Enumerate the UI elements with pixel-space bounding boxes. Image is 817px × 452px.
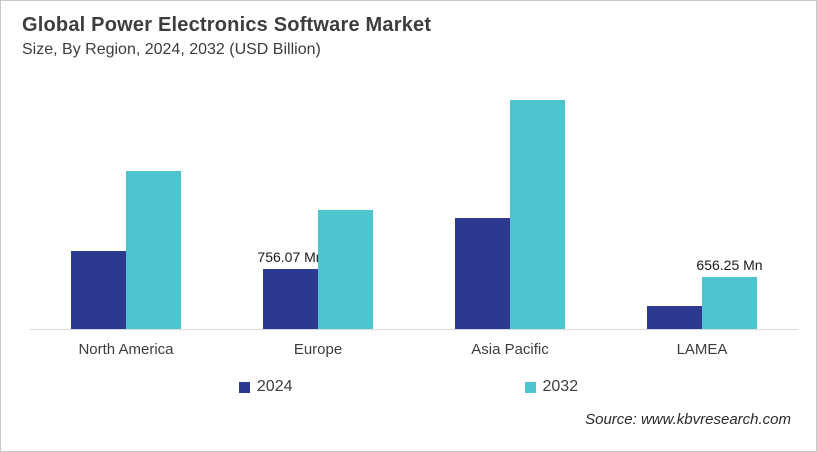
barwrap-2024-asia-pacific [455,218,510,329]
x-axis-label-europe: Europe [293,341,343,358]
legend-swatch-2024 [238,381,250,393]
x-axis-label-asia-pacific: Asia Pacific [471,341,549,358]
legend-label-2024: 2024 [256,378,293,395]
barwrap-2024-north-america [71,251,126,329]
bar-2032-europe [318,210,373,329]
bar-group-lamea: 656.25 Mn [606,86,798,329]
bar-2032-lamea [702,277,757,329]
legend-swatch-2032 [524,381,536,393]
bar-2032-north-america [126,171,181,329]
barwrap-2024-europe: 756.07 Mn [257,249,324,329]
barwrap-2032-lamea: 656.25 Mn [696,257,763,329]
bar-2024-europe [263,269,318,329]
bar-2024-north-america [71,251,126,329]
legend-label-2032: 2032 [542,378,579,395]
bar-2032-asia-pacific [510,100,565,329]
bar-group-europe: 756.07 Mn [222,86,414,329]
chart-subtitle: Size, By Region, 2024, 2032 (USD Billion… [22,41,321,58]
barwrap-2032-europe [318,210,373,329]
legend: 2024 2032 [1,378,816,396]
bar-2024-lamea [647,306,702,329]
bar-group-north-america [30,86,222,329]
legend-item-2032: 2032 [524,378,579,396]
legend-item-2024: 2024 [238,378,293,396]
source-credit: Source: www.kbvresearch.com [585,411,791,428]
barwrap-2032-north-america [126,171,181,329]
chart-header: Global Power Electronics Software Market… [22,14,431,59]
bar-2024-asia-pacific [455,218,510,329]
x-axis-label-lamea: LAMEA [676,341,728,358]
data-label-2032-lamea: 656.25 Mn [696,257,763,273]
barwrap-2024-lamea [647,306,702,329]
data-label-2024-europe: 756.07 Mn [257,249,324,265]
x-axis-labels: North America Europe Asia Pacific LAMEA [30,341,798,358]
plot-area: 756.07 Mn 656.25 Mn [30,86,798,330]
bar-group-asia-pacific [414,86,606,329]
barwrap-2032-asia-pacific [510,100,565,329]
chart-title: Global Power Electronics Software Market [22,14,432,36]
x-axis-label-north-america: North America [78,341,174,358]
